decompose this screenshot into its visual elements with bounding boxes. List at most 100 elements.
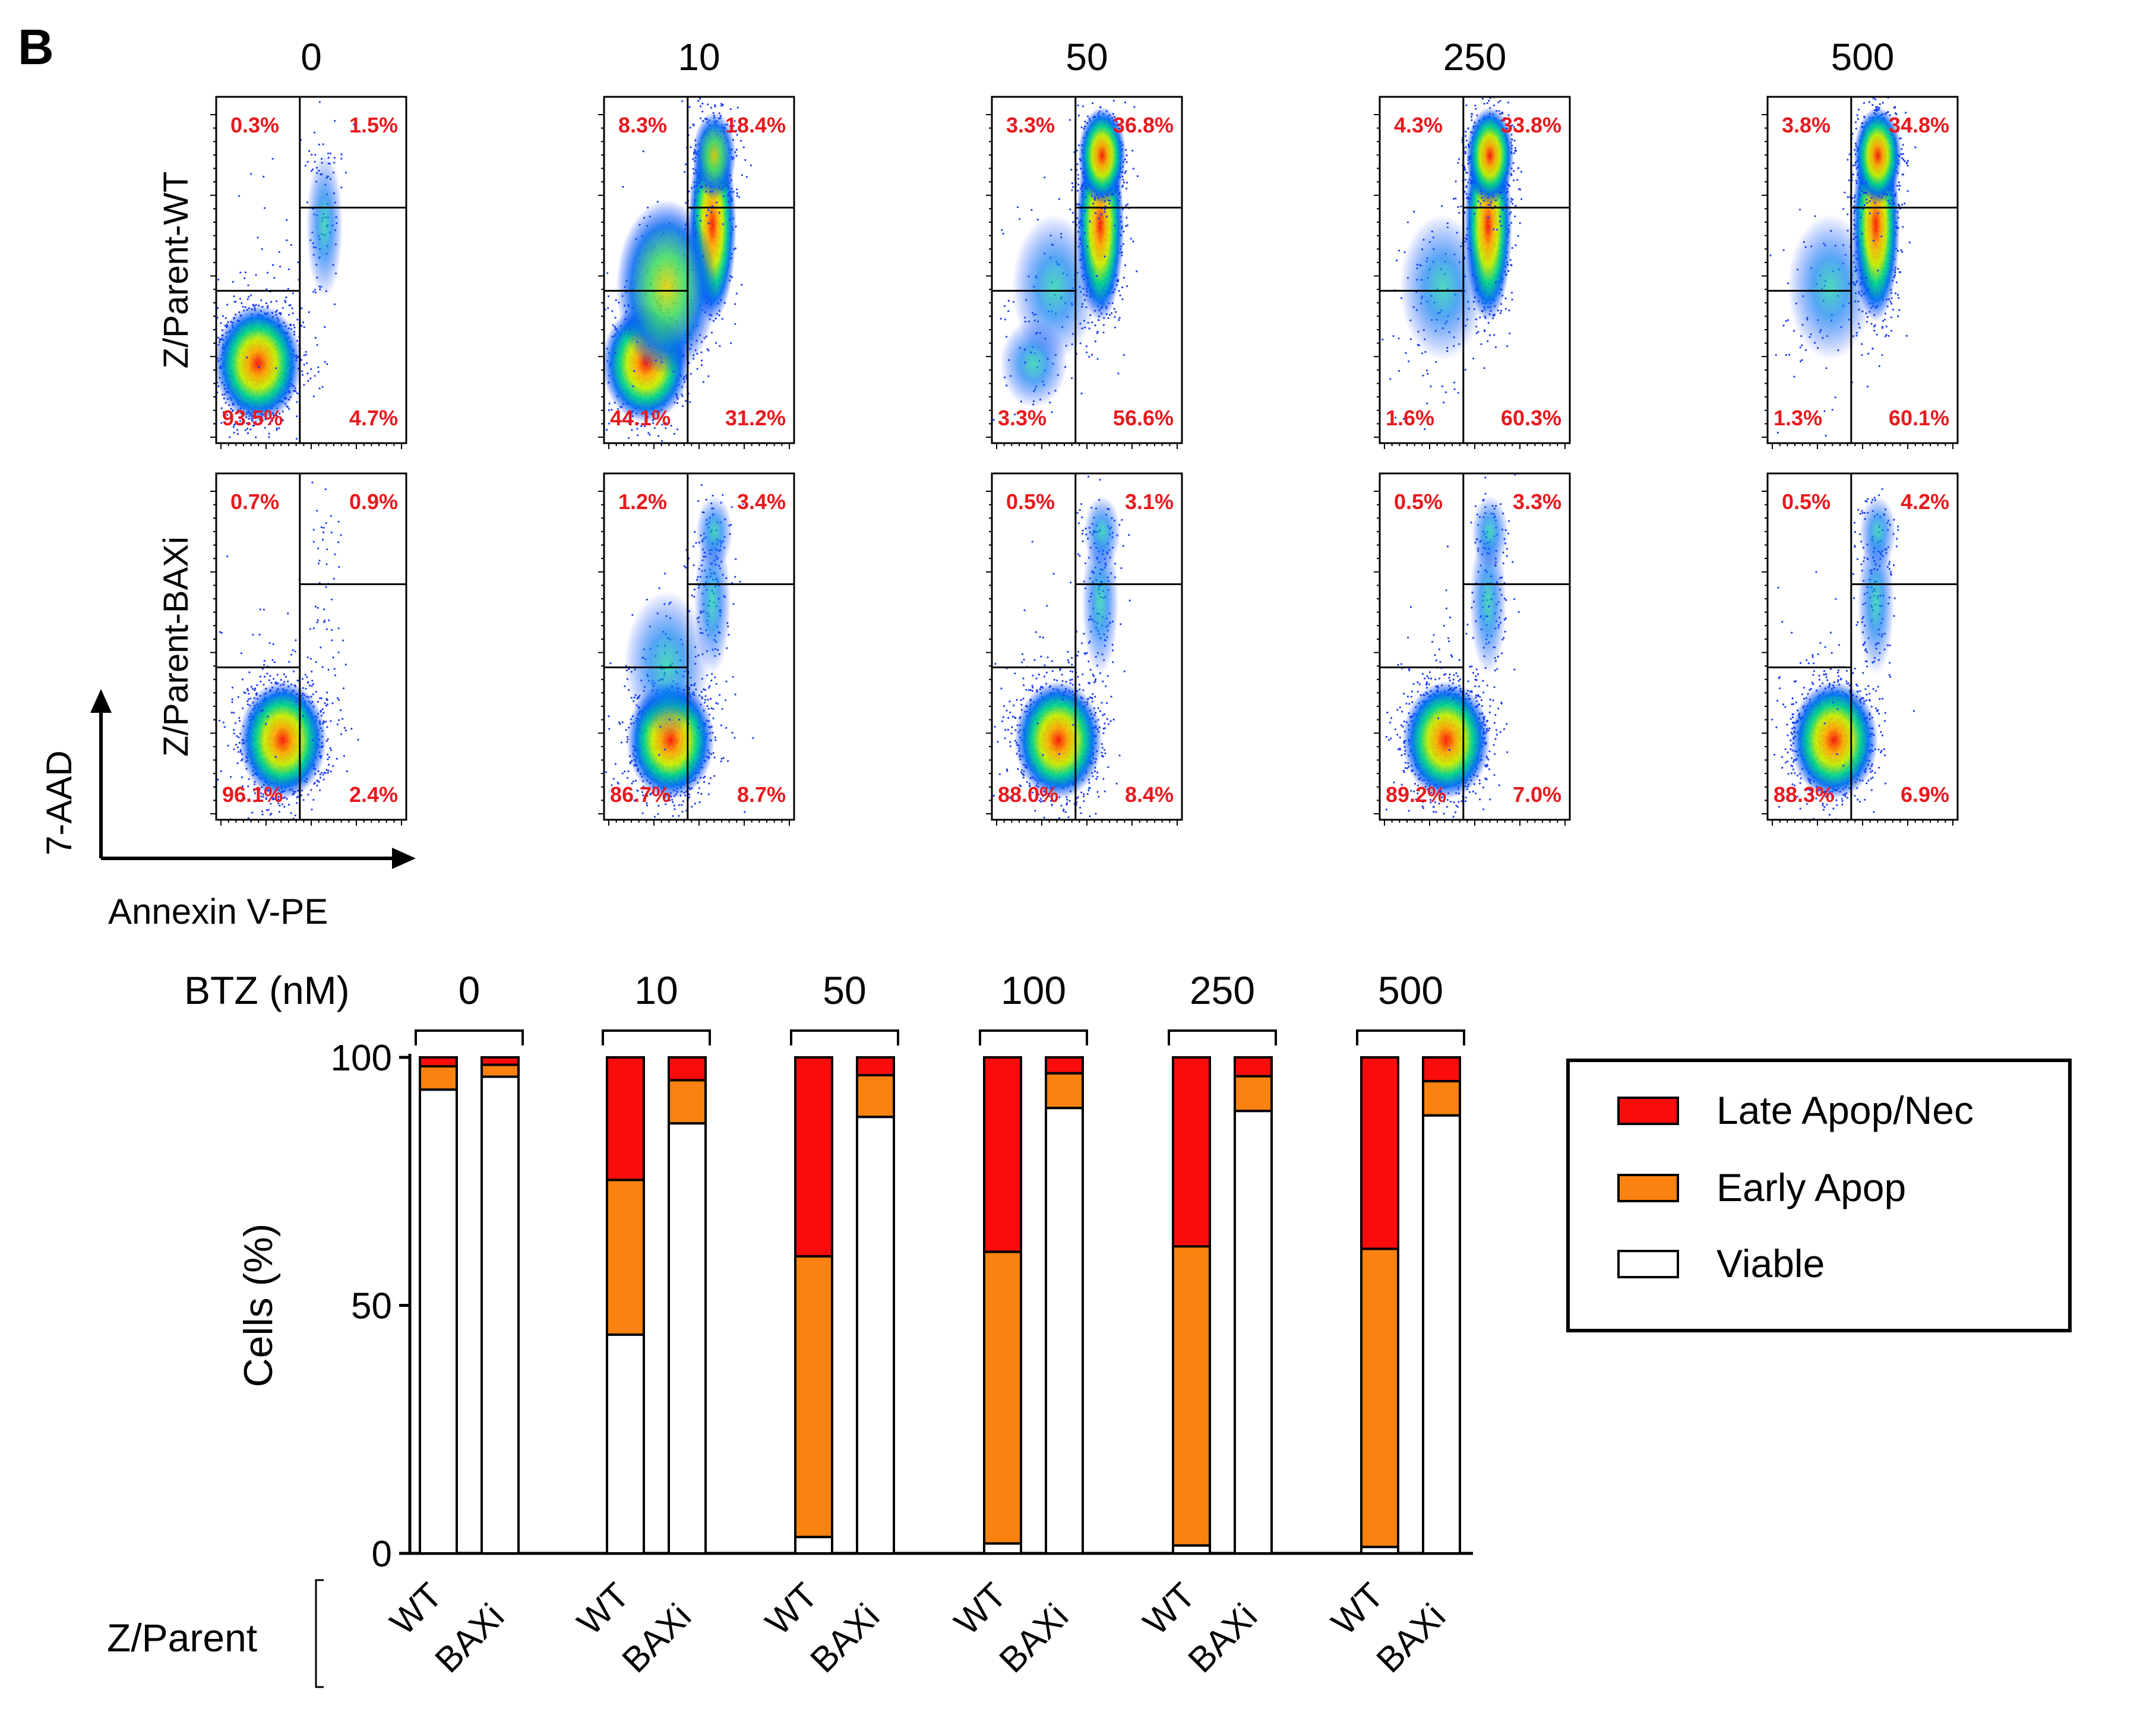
flow-row-label: Z/Parent-BAXi (157, 536, 195, 757)
quadrant-lower-left: 1.3% (1774, 406, 1822, 430)
x-category-label: WT (382, 1575, 450, 1642)
quadrant-lower-left: 88.3% (1774, 782, 1834, 807)
flow-axis-indicator: 7-AAD Annexin V-PE (39, 689, 416, 931)
quadrant-upper-left: 3.8% (1782, 113, 1831, 137)
legend-swatch (1617, 1097, 1679, 1125)
legend: Late Apop/Nec Early Apop Viable (1566, 1059, 2072, 1332)
plot-ticks (986, 114, 1178, 449)
quadrant-lower-right: 6.9% (1901, 782, 1949, 807)
quadrant-lower-left: 44.1% (610, 406, 671, 430)
legend-swatch (1617, 1174, 1679, 1202)
quadrant-lower-right: 8.7% (737, 782, 786, 807)
flow-condition-label: 500 (1831, 36, 1895, 78)
x-category-label: WT (1324, 1575, 1391, 1642)
quadrant-lower-left: 88.0% (998, 782, 1058, 807)
quadrant-lower-right: 60.1% (1889, 406, 1949, 430)
x-category-label: WT (1136, 1575, 1203, 1642)
x-arrow-head (392, 848, 416, 869)
plot-ticks (1762, 491, 1953, 826)
bar-segment (794, 1255, 833, 1539)
plot-ticks (598, 491, 790, 826)
bar-segment (1360, 1056, 1399, 1250)
flow-row-label: Z/Parent-WT (157, 172, 195, 369)
quadrant-upper-left: 4.3% (1394, 113, 1443, 137)
group-label: 10 (634, 968, 678, 1012)
quadrant-lower-right: 60.3% (1501, 406, 1561, 430)
group-bracket (602, 1029, 711, 1045)
flow-plot: 0.5% 3.3% 89.2% 7.0% (1374, 472, 1571, 826)
quadrant-lower-left: 86.7% (610, 782, 671, 807)
bar-segment (983, 1056, 1022, 1253)
category-axis-label: Z/Parent (107, 1616, 257, 1660)
flow-condition-label: 250 (1443, 36, 1507, 78)
legend-label: Early Apop (1716, 1165, 1906, 1209)
bar-segment (856, 1074, 895, 1119)
bar-segment (1172, 1245, 1211, 1547)
group-bracket (979, 1029, 1088, 1045)
plot-ticks (210, 491, 402, 826)
plot-ticks (1374, 114, 1566, 449)
y-tick-label: 100 (331, 1038, 392, 1079)
quadrant-upper-left: 8.3% (618, 113, 667, 137)
quadrant-lower-left: 89.2% (1386, 782, 1446, 807)
group-bracket (415, 1029, 524, 1045)
bar-segment (1045, 1107, 1084, 1555)
x-category-label: WT (758, 1575, 825, 1642)
bar-segment (1422, 1056, 1461, 1083)
category-bracket (315, 1579, 324, 1688)
plot-ticks (598, 114, 790, 449)
bar-segment (480, 1056, 520, 1066)
plot-ticks (1762, 114, 1953, 449)
legend-label: Viable (1716, 1242, 1825, 1285)
group-label: 500 (1378, 968, 1443, 1012)
flow-condition-label: 0 (301, 36, 322, 78)
quadrant-upper-left: 0.5% (1782, 489, 1831, 514)
y-tick-label: 50 (351, 1286, 392, 1327)
quadrant-upper-left: 0.3% (230, 113, 279, 137)
density-cloud (217, 481, 359, 820)
quadrant-upper-right: 4.2% (1901, 489, 1949, 514)
plot-ticks (1374, 491, 1566, 826)
legend-label: Late Apop/Nec (1716, 1088, 1974, 1132)
bar-segment (856, 1056, 895, 1077)
density-cloud (992, 475, 1131, 819)
quadrant-lower-right: 56.6% (1113, 406, 1174, 430)
flow-plot: 3.3% 36.8% 3.3% 56.6% (986, 96, 1183, 449)
group-header-label: BTZ (nM) (184, 968, 350, 1012)
bar-segment (983, 1542, 1022, 1555)
group-bracket (790, 1029, 899, 1045)
quadrant-lower-left: 1.6% (1386, 406, 1434, 430)
flow-plot: 0.5% 4.2% 88.3% 6.9% (1762, 472, 1959, 826)
bar-segment (1234, 1056, 1273, 1078)
density-cloud (1385, 473, 1520, 820)
quadrant-upper-right: 34.8% (1889, 113, 1949, 137)
bar-segment (668, 1122, 707, 1555)
flow-y-axis-label: 7-AAD (39, 750, 79, 855)
bar-segment (419, 1065, 458, 1091)
density-cloud (1771, 488, 1915, 820)
bar-segment (1422, 1080, 1461, 1117)
quadrant-upper-left: 1.2% (618, 489, 667, 514)
quadrant-lower-left: 3.3% (998, 406, 1047, 430)
group-label: 100 (1001, 968, 1066, 1012)
bar-segment (480, 1075, 520, 1555)
flow-plot: 0.3% 1.5% 93.5% 4.7% (210, 96, 407, 449)
bar-segment (1422, 1114, 1461, 1555)
density-cloud (216, 101, 355, 440)
flow-x-axis-label: Annexin V-PE (108, 892, 328, 931)
x-category-label: WT (570, 1575, 637, 1642)
quadrant-lower-right: 2.4% (349, 782, 398, 807)
bar-segment (1360, 1247, 1399, 1549)
quadrant-upper-right: 33.8% (1501, 113, 1561, 137)
plot-ticks (986, 491, 1178, 826)
quadrant-upper-right: 1.5% (349, 113, 398, 137)
density-cloud (604, 97, 752, 442)
quadrant-lower-left: 93.5% (222, 406, 283, 430)
quadrant-upper-right: 0.9% (349, 489, 398, 514)
flow-condition-label: 50 (1066, 36, 1108, 78)
bar-segment (983, 1250, 1022, 1545)
bar-segment (1045, 1072, 1084, 1110)
bar-segment (606, 1333, 645, 1555)
